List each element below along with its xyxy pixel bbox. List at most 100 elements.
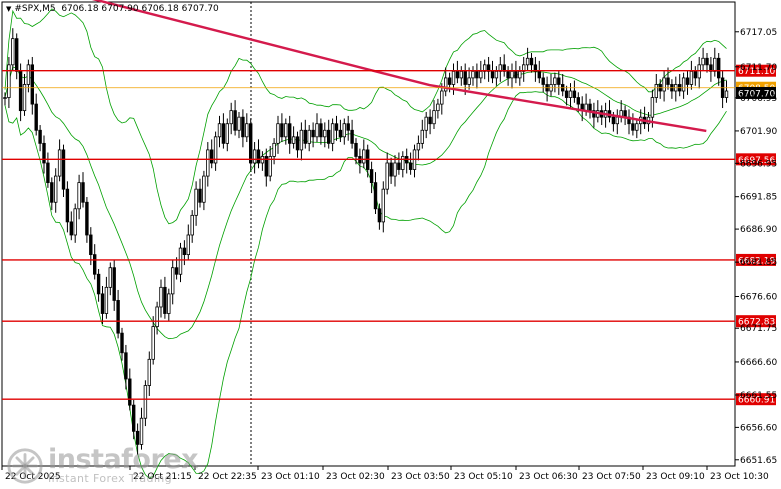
watermark-brand: instaforex bbox=[48, 444, 199, 475]
candle-body bbox=[209, 149, 214, 164]
y-tick-label: 6691.85 bbox=[740, 193, 777, 203]
candle-body bbox=[334, 123, 339, 131]
x-tick-label: 22 Oct 22:35 bbox=[198, 472, 257, 482]
candle-body bbox=[124, 352, 128, 380]
candle-body bbox=[108, 267, 112, 288]
x-tick-label: 22 Oct 21:15 bbox=[133, 472, 192, 482]
candle-body bbox=[147, 358, 151, 386]
candle-body bbox=[455, 70, 460, 79]
level-label-box bbox=[736, 315, 776, 328]
candle-body bbox=[401, 156, 405, 170]
candle-body bbox=[479, 70, 483, 79]
y-tick-label: 6717.05 bbox=[740, 28, 777, 38]
candle-body bbox=[143, 385, 148, 419]
y-tick-label: 6706.95 bbox=[740, 94, 777, 104]
candle-body bbox=[615, 116, 619, 125]
price-axis: 6717.05 6711.70 6706.95 6701.90 6696.95 6691.… bbox=[735, 28, 777, 466]
candle-body bbox=[233, 110, 237, 131]
candle-body bbox=[537, 70, 541, 79]
candle-body bbox=[38, 129, 42, 144]
candle-body bbox=[451, 70, 456, 85]
candle-body bbox=[182, 247, 187, 256]
candle-body bbox=[77, 182, 81, 210]
current-price-label: 6707.70 bbox=[738, 89, 775, 99]
candle-body bbox=[490, 70, 495, 79]
candle-body bbox=[557, 77, 561, 85]
candle-body bbox=[100, 293, 105, 314]
candle-body bbox=[120, 332, 124, 354]
candle-body bbox=[194, 188, 198, 216]
candle-body bbox=[463, 70, 467, 85]
candle-body bbox=[7, 64, 11, 98]
candle-body bbox=[303, 129, 307, 144]
candle-body bbox=[568, 90, 573, 98]
candle-body bbox=[291, 136, 296, 144]
candle-body bbox=[167, 293, 171, 314]
candle-body bbox=[510, 70, 514, 79]
candle-body bbox=[151, 326, 155, 360]
candle-body bbox=[190, 214, 194, 236]
x-tick-label: 23 Oct 10:30 bbox=[710, 472, 769, 482]
candle-body bbox=[635, 123, 639, 131]
candle-body bbox=[717, 57, 721, 79]
time-axis: 22 Oct 2025 22 Oct 21:15 22 Oct 22:35 23 Oc… bbox=[1, 466, 769, 482]
y-tick-label: 6686.90 bbox=[740, 225, 777, 235]
collapse-triangle-icon[interactable]: ▼ bbox=[6, 5, 12, 13]
candle-body bbox=[248, 123, 253, 164]
candle-body bbox=[650, 97, 655, 118]
candle-body bbox=[592, 110, 596, 118]
bollinger-middle bbox=[4, 66, 727, 340]
candle-body bbox=[416, 142, 421, 151]
candle-body bbox=[198, 188, 202, 203]
bollinger-lower bbox=[4, 91, 727, 479]
candle-body bbox=[420, 129, 424, 144]
candle-body bbox=[518, 70, 522, 79]
candle-body bbox=[654, 84, 658, 98]
candle-body bbox=[73, 208, 77, 236]
x-tick-label: 23 Oct 02:30 bbox=[326, 472, 385, 482]
candle-body bbox=[525, 57, 530, 66]
candle-body bbox=[693, 70, 697, 79]
level-label-box bbox=[736, 153, 776, 166]
candle-body bbox=[346, 123, 350, 131]
symbol-label: #SPX,M5 bbox=[14, 4, 56, 14]
candle-body bbox=[89, 234, 93, 256]
candle-body bbox=[397, 162, 401, 170]
candle-body bbox=[221, 123, 226, 144]
candle-body bbox=[701, 57, 705, 66]
level-label: 6672.83 bbox=[738, 318, 775, 328]
candle-body bbox=[272, 142, 276, 157]
candle-body bbox=[50, 182, 54, 203]
level-label-box bbox=[736, 253, 776, 266]
candle-body bbox=[467, 77, 471, 85]
x-tick-label: 23 Oct 09:10 bbox=[646, 472, 705, 482]
candle-body bbox=[26, 64, 31, 85]
moving-average bbox=[91, 0, 707, 133]
candle-body bbox=[135, 430, 140, 445]
candle-body bbox=[475, 70, 479, 79]
candle-body bbox=[311, 129, 315, 138]
candle-body bbox=[689, 70, 694, 85]
candle-body bbox=[666, 77, 670, 85]
candle-body bbox=[131, 404, 136, 432]
level-label: 6682.19 bbox=[738, 256, 775, 266]
y-tick-label: 6711.70 bbox=[740, 63, 777, 73]
candle-body bbox=[22, 84, 27, 112]
candle-body bbox=[326, 129, 331, 144]
candle-body bbox=[245, 123, 249, 138]
candle-body bbox=[104, 286, 109, 314]
candle-body bbox=[284, 123, 288, 138]
y-tick-label: 6671.75 bbox=[740, 324, 777, 334]
candle-body bbox=[315, 123, 319, 138]
candle-body bbox=[373, 182, 378, 210]
candle-body bbox=[186, 234, 190, 256]
candle-body bbox=[713, 57, 717, 72]
y-tick-label: 6701.90 bbox=[740, 127, 777, 137]
candle-body bbox=[307, 129, 311, 144]
candle-body bbox=[85, 201, 89, 236]
candle-body bbox=[217, 123, 222, 138]
candle-body bbox=[362, 149, 366, 164]
candle-body bbox=[237, 116, 241, 131]
candle-body bbox=[163, 286, 167, 314]
